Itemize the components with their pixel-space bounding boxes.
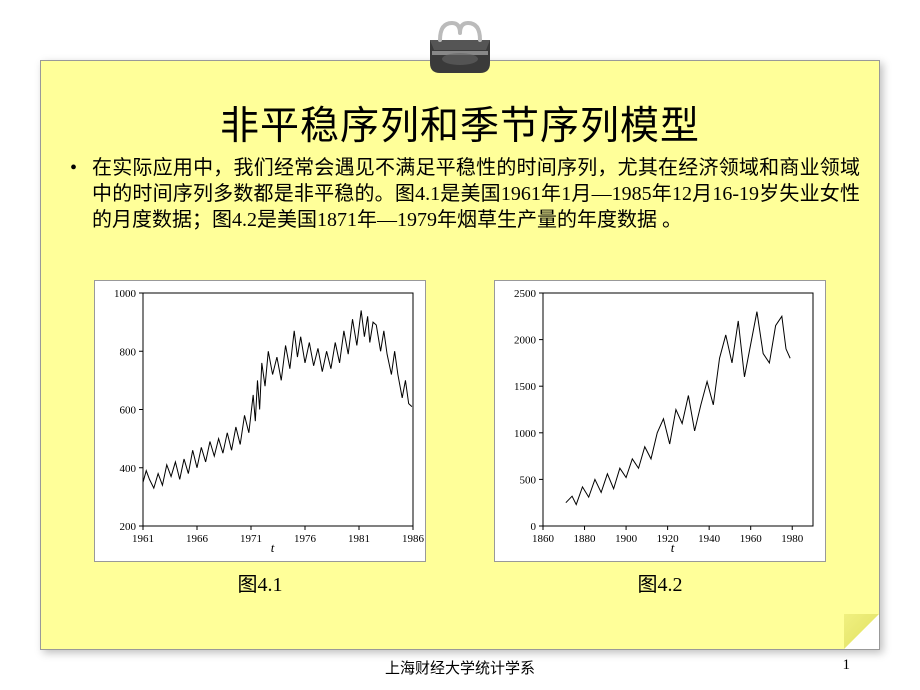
svg-text:1960: 1960 xyxy=(740,533,763,545)
svg-text:1971: 1971 xyxy=(240,533,262,545)
svg-text:600: 600 xyxy=(120,405,137,417)
svg-text:200: 200 xyxy=(120,521,137,533)
svg-text:1966: 1966 xyxy=(186,533,209,545)
svg-text:1980: 1980 xyxy=(781,533,804,545)
svg-text:500: 500 xyxy=(520,474,537,486)
svg-text:t: t xyxy=(671,540,675,555)
svg-text:1920: 1920 xyxy=(657,533,680,545)
svg-text:800: 800 xyxy=(120,346,137,358)
svg-text:1860: 1860 xyxy=(532,533,555,545)
binder-clip-icon xyxy=(410,15,510,90)
chart-4-2: 0 500 1000 1500 2000 2500 1860 1880 1900 1920 1940… xyxy=(494,280,826,562)
svg-text:400: 400 xyxy=(120,463,137,475)
svg-text:1976: 1976 xyxy=(294,533,317,545)
svg-text:0: 0 xyxy=(531,521,537,533)
slide-footer: 上海财经大学统计学系 1 xyxy=(40,657,880,678)
svg-text:1000: 1000 xyxy=(514,428,537,440)
slide-title: 非平稳序列和季节序列模型 xyxy=(40,95,880,151)
svg-text:1940: 1940 xyxy=(698,533,721,545)
svg-text:1880: 1880 xyxy=(574,533,597,545)
svg-text:1986: 1986 xyxy=(402,533,425,545)
svg-text:1981: 1981 xyxy=(348,533,370,545)
svg-text:1000: 1000 xyxy=(114,288,137,300)
footer-text: 上海财经大学统计学系 xyxy=(385,661,535,677)
page-number: 1 xyxy=(843,657,851,674)
chart-4-1: 200 400 600 800 1000 1961 1966 1971 1976 1981 1986… xyxy=(94,280,426,562)
svg-text:2000: 2000 xyxy=(514,335,537,347)
charts-container: 200 400 600 800 1000 1961 1966 1971 1976 1981 1986… xyxy=(60,280,860,562)
captions-row: 图4.1 图4.2 xyxy=(60,568,860,597)
svg-text:1900: 1900 xyxy=(615,533,638,545)
svg-text:1961: 1961 xyxy=(132,533,154,545)
svg-text:t: t xyxy=(271,540,275,555)
bullet-marker: • xyxy=(70,155,92,181)
svg-text:1500: 1500 xyxy=(514,381,537,393)
body-paragraph: • 在实际应用中，我们经常会遇见不满足平稳性的时间序列，尤其在经济领域和商业领域… xyxy=(70,155,860,233)
caption-4-1: 图4.1 xyxy=(238,568,283,597)
caption-4-2: 图4.2 xyxy=(638,568,683,597)
paragraph-text: 在实际应用中，我们经常会遇见不满足平稳性的时间序列，尤其在经济领域和商业领域中的… xyxy=(92,155,860,233)
svg-text:2500: 2500 xyxy=(514,288,537,300)
